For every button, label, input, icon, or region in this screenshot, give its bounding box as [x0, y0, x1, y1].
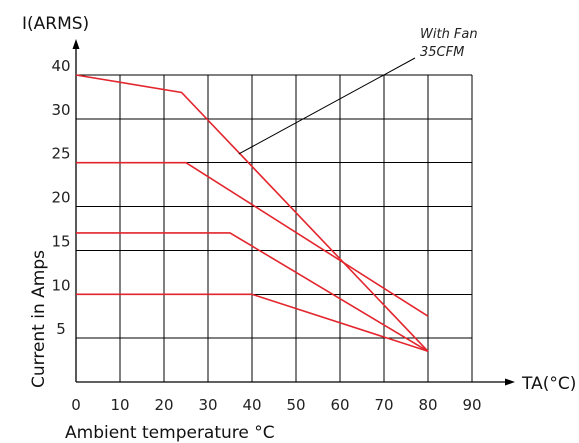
x-axis-arrow [505, 378, 515, 386]
x-tick-label-40: 40 [242, 396, 261, 414]
tick-labels: 0 10 20 30 40 50 60 70 80 90 5 10 15 20 25 30 40 [51, 57, 481, 414]
annotation-line-2: 35CFM [420, 45, 464, 60]
x-tick-label-60: 60 [330, 396, 349, 414]
x-axis-title: TA(°C) [521, 374, 576, 394]
y-tick-label-30: 30 [51, 101, 70, 119]
series-line-4 [76, 293, 429, 353]
y-tick-label-25: 25 [51, 145, 70, 163]
y-axis-title: I(ARMS) [22, 14, 89, 34]
x-tick-label-0: 0 [71, 396, 81, 414]
y-tick-label-20: 20 [51, 189, 70, 207]
x-tick-label-10: 10 [110, 396, 129, 414]
y-tick-label-15: 15 [51, 232, 70, 250]
x-tick-label-30: 30 [198, 396, 217, 414]
series-group [75, 74, 429, 353]
fan-annotation: With Fan 35CFM [238, 27, 478, 155]
x-axis-label: Ambient temperature °C [65, 423, 275, 443]
y-axis-arrow [72, 39, 80, 49]
series-line-2 [76, 161, 429, 317]
x-tick-label-20: 20 [154, 396, 173, 414]
y-tick-label-10: 10 [51, 276, 70, 294]
annotation-line-1: With Fan [420, 27, 478, 42]
y-tick-label-40: 40 [51, 57, 70, 75]
y-tick-label-5: 5 [56, 320, 66, 338]
annotation-leader-line [238, 57, 416, 155]
x-tick-label-70: 70 [374, 396, 393, 414]
x-tick-label-90: 90 [462, 396, 481, 414]
series-line-3 [76, 232, 429, 352]
x-tick-label-80: 80 [418, 396, 437, 414]
y-axis-label: Current in Amps [29, 250, 49, 388]
x-tick-label-50: 50 [286, 396, 305, 414]
axes [72, 39, 515, 386]
